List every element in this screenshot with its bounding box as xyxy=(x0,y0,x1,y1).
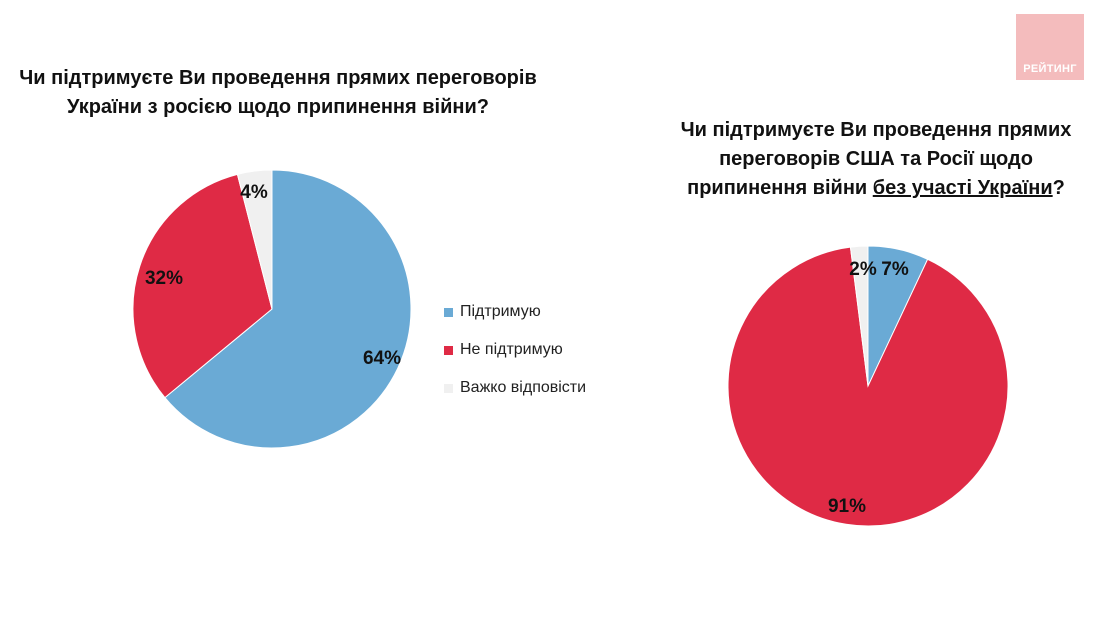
pie-right-slice-hard-to-say xyxy=(849,245,869,387)
chart-title-right-line-1: Чи підтримуєте Ви проведення прямих xyxy=(680,119,1072,141)
chart-title-left-line-1: Чи підтримуєте Ви проведення прямих пере… xyxy=(19,67,537,89)
pie-right-label-oppose: 91% xyxy=(828,496,866,517)
pie-left-label-oppose: 32% xyxy=(145,268,183,289)
pie-chart-right: 7% 91% 2% xyxy=(727,245,1009,527)
pie-chart-left: 64% 32% 4% xyxy=(132,169,412,449)
chart-title-left: Чи підтримуєте Ви проведення прямих пере… xyxy=(0,64,556,122)
legend-label-oppose: Не підтримую xyxy=(460,341,563,358)
legend-swatch-hard-to-say xyxy=(444,383,453,393)
pie-right-slice-oppose xyxy=(727,246,1009,527)
legend-label-hard-to-say: Важко відповісти xyxy=(460,379,587,396)
legend-swatch-support xyxy=(444,307,453,317)
legend: Підтримую Не підтримую Важко відповісти xyxy=(444,293,586,407)
rating-logo: РЕЙТИНГ xyxy=(1016,14,1084,80)
legend-item-hard-to-say: Важко відповісти xyxy=(444,369,586,407)
legend-item-support: Підтримую xyxy=(444,293,586,331)
chart-title-right-line-3: припинення війни xyxy=(687,177,873,199)
pie-right-label-hard-to-say: 2% xyxy=(849,259,877,280)
chart-title-right-line-2: переговорів США та Росії щодо xyxy=(719,148,1033,170)
logo-text: РЕЙТИНГ xyxy=(1023,63,1077,75)
pie-left-label-support: 64% xyxy=(363,348,401,369)
pie-right-label-support: 7% xyxy=(881,259,909,280)
pie-left-slice-oppose xyxy=(132,173,273,399)
legend-swatch-oppose xyxy=(444,345,453,355)
pie-left-slice-support xyxy=(164,169,412,449)
legend-item-oppose: Не підтримую xyxy=(444,331,586,369)
chart-title-right-emphasis: без участі України xyxy=(872,177,1053,199)
pie-left-slice-hard-to-say xyxy=(236,169,273,310)
chart-title-right-question-mark: ? xyxy=(1052,177,1065,199)
chart-title-left-line-2: України з росією щодо припинення війни? xyxy=(67,96,489,118)
pie-left-label-hard-to-say: 4% xyxy=(240,182,268,203)
legend-label-support: Підтримую xyxy=(460,303,541,320)
chart-title-right: Чи підтримуєте Ви проведення прямих перег… xyxy=(636,116,1100,203)
